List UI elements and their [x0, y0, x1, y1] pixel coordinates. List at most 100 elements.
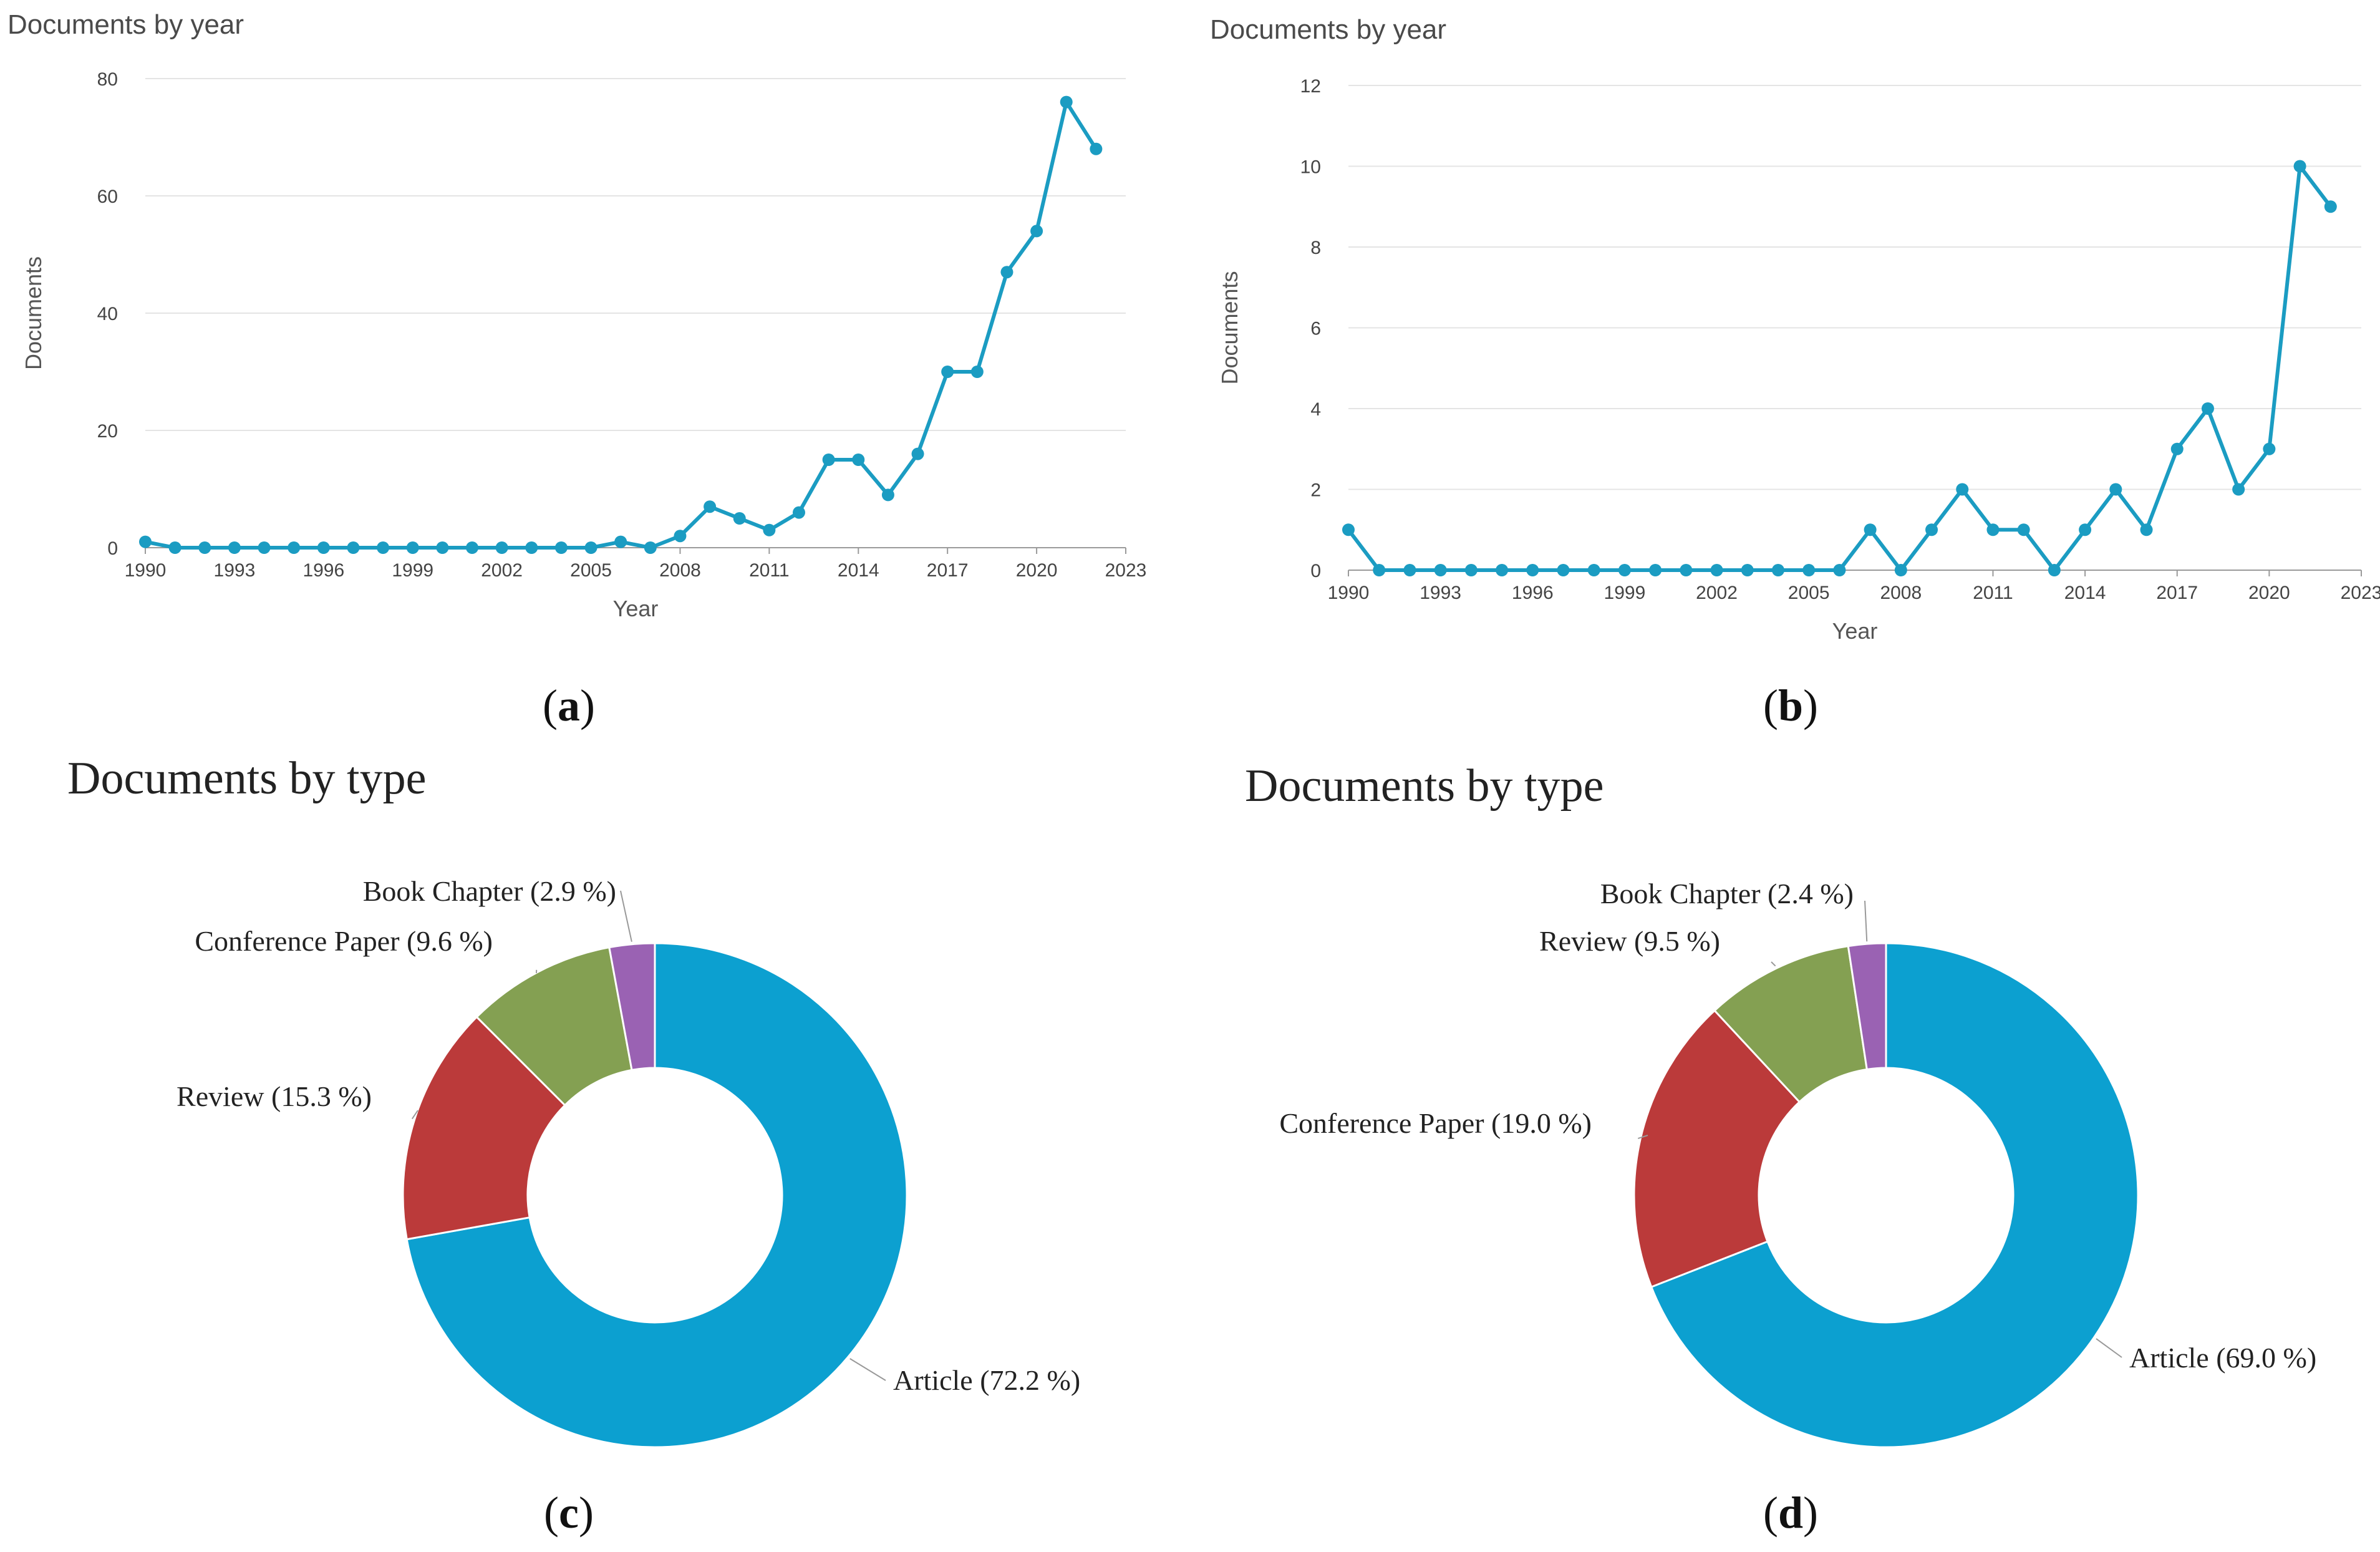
y-tick-label: 0 — [1310, 561, 1321, 581]
data-point — [1090, 142, 1103, 155]
chart-title: Documents by type — [1245, 760, 1604, 812]
y-axis-label: Documents — [21, 256, 46, 370]
x-tick-label: 2020 — [2248, 583, 2290, 603]
donut-slice — [1633, 1009, 1801, 1289]
x-tick-label: 2005 — [570, 560, 612, 581]
data-point — [554, 541, 568, 554]
data-point — [1618, 564, 1631, 576]
x-tick-label: 2017 — [2156, 583, 2198, 603]
x-axis-label: Year — [613, 596, 659, 621]
x-tick-label: 2008 — [659, 560, 701, 581]
data-point — [644, 541, 657, 554]
x-tick-label: 1996 — [1512, 583, 1554, 603]
data-point — [1587, 564, 1600, 576]
data-point — [288, 541, 301, 554]
data-point — [584, 541, 597, 554]
chart-title: Documents by year — [1210, 14, 1446, 45]
slice-label-leader — [1864, 900, 1868, 942]
data-point — [317, 541, 330, 554]
data-point — [1649, 564, 1662, 576]
series-line — [1347, 164, 2333, 572]
donut-chart-d: Documents by type Article (69.0 %) Confere… — [1245, 760, 2316, 1448]
data-point — [1342, 523, 1355, 536]
x-tick-label: 2002 — [1696, 583, 1738, 603]
caption-c: (c) — [544, 1488, 594, 1538]
data-point — [1403, 564, 1416, 576]
data-point — [258, 541, 271, 554]
slice-label-leader — [849, 1358, 886, 1381]
data-point — [436, 541, 449, 554]
slice-label: Review (9.5 %) — [1539, 925, 1720, 957]
line-chart-a: Documents by year 0 20 40 60 80 1990 1993 1996 19… — [7, 9, 1146, 621]
data-point — [2170, 442, 2184, 455]
slice-label-leader — [411, 1110, 418, 1120]
data-point — [1833, 564, 1846, 576]
x-tick-label: 1990 — [125, 560, 167, 581]
data-point — [704, 500, 717, 513]
y-tick-label: 80 — [97, 69, 118, 90]
slice-label: Review (15.3 %) — [177, 1080, 372, 1112]
x-tick-label: 2017 — [927, 560, 969, 581]
caption-d-letter: d — [1778, 1488, 1804, 1538]
caption-a: (a) — [543, 681, 595, 730]
y-tick-label: 4 — [1310, 399, 1321, 420]
x-tick-label: 2023 — [2341, 583, 2380, 603]
caption-b-letter: b — [1778, 681, 1804, 730]
slice-label: Article (69.0 %) — [2129, 1342, 2316, 1374]
caption-c-letter: c — [559, 1488, 579, 1538]
donut-slice — [1650, 942, 2139, 1448]
data-point — [2293, 160, 2306, 173]
data-point — [139, 535, 152, 548]
caption-b: (b) — [1763, 681, 1818, 730]
data-point — [911, 447, 924, 460]
data-point — [525, 541, 538, 554]
data-point — [970, 366, 984, 378]
data-point — [1434, 564, 1447, 576]
data-point — [347, 541, 360, 554]
slice-label: Conference Paper (19.0 %) — [1279, 1107, 1592, 1139]
data-point — [198, 541, 211, 554]
data-point — [1710, 564, 1723, 576]
donut-chart-c: Documents by type Article (72.2 %) Review … — [67, 753, 1080, 1448]
panel-c: Documents by type Article (72.2 %) Review … — [0, 736, 1185, 1472]
chart-title: Documents by type — [67, 753, 426, 804]
x-tick-label: 1996 — [302, 560, 344, 581]
slice-label-leader — [1771, 961, 1776, 967]
data-point — [1956, 483, 1969, 496]
data-point — [2140, 523, 2153, 536]
x-tick-label: 2011 — [749, 560, 790, 581]
data-point — [228, 541, 241, 554]
slice-label: Conference Paper (9.6 %) — [195, 925, 493, 957]
slice-label: Article (72.2 %) — [893, 1364, 1080, 1396]
data-point — [822, 453, 835, 466]
slice-label-leader — [2096, 1338, 2122, 1358]
data-point — [406, 541, 419, 554]
slice-label: Book Chapter (2.9 %) — [363, 875, 616, 907]
x-tick-label: 2014 — [2064, 583, 2106, 603]
x-tick-label: 2008 — [1880, 583, 1922, 603]
data-point — [1802, 564, 1816, 576]
y-tick-label: 6 — [1310, 319, 1321, 339]
x-tick-label: 1993 — [214, 560, 256, 581]
data-point — [674, 530, 687, 543]
data-point — [614, 535, 627, 548]
y-tick-label: 12 — [1300, 76, 1321, 97]
line-chart-b: Documents by year 0 2 4 6 8 10 12 1990 1993 1996 19… — [1210, 14, 2380, 644]
data-point — [1060, 95, 1073, 109]
data-point — [1925, 523, 1938, 536]
data-point — [2201, 402, 2214, 415]
x-tick-label: 2014 — [838, 560, 879, 581]
donut-slice — [402, 1016, 566, 1241]
data-point — [1864, 523, 1877, 536]
slice-label: Book Chapter (2.4 %) — [1600, 878, 1854, 909]
caption-a-letter: a — [558, 681, 580, 730]
series-line — [145, 100, 1098, 550]
data-point — [941, 366, 954, 378]
data-point — [1373, 564, 1386, 576]
donut-slice — [1847, 942, 1887, 1071]
panel-d: Documents by type Article (69.0 %) Confere… — [1185, 736, 2380, 1472]
x-tick-label: 2005 — [1788, 583, 1830, 603]
data-point — [2048, 564, 2061, 576]
panel-a: Documents by year 0 20 40 60 80 1990 1993 1996 19… — [0, 0, 1160, 643]
x-tick-label: 1999 — [1604, 583, 1646, 603]
